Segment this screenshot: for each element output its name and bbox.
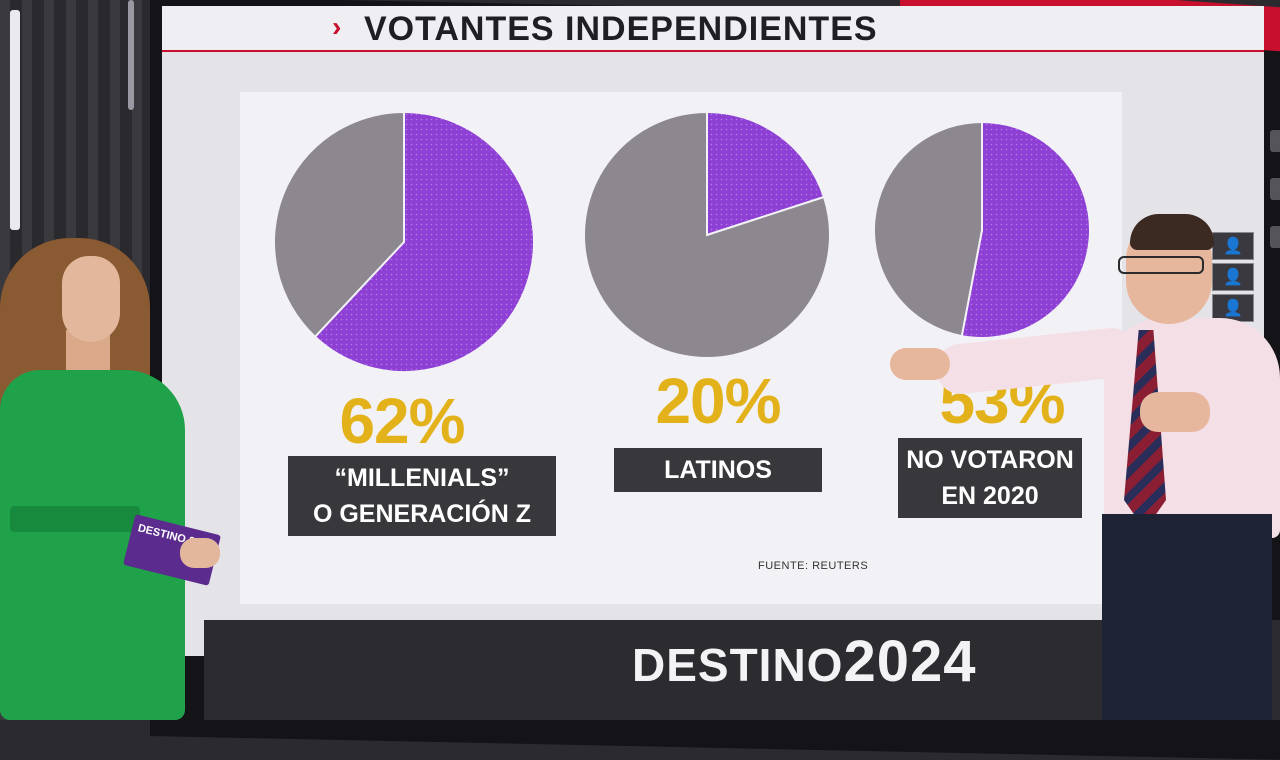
chart-area: 62% 20% 53% “MILLENIALS” O GENERACIÓN Z …	[240, 92, 1122, 604]
studio-light	[10, 10, 20, 230]
pie-chart-latinos	[584, 112, 830, 358]
pie-slice-remainder	[874, 122, 983, 338]
presenter-hand	[180, 538, 220, 568]
person-icon: 👤	[1212, 263, 1254, 291]
presenter-face	[62, 256, 120, 342]
pie-slice-highlight	[960, 122, 1090, 338]
category-label-line: LATINOS	[664, 456, 772, 484]
studio-light	[128, 0, 134, 110]
glasses	[1118, 256, 1204, 274]
suit-belt	[10, 506, 140, 532]
pie-slice-highlight	[706, 112, 826, 237]
pie-slice-highlight	[313, 112, 534, 372]
category-label-line: NO VOTARON	[906, 446, 1074, 474]
pie-slice-remainder	[274, 112, 405, 339]
header-bar: › VOTANTES INDEPENDIENTES	[162, 6, 1264, 52]
side-icon-column: 👤 👤 👤	[1212, 232, 1258, 322]
category-label: “MILLENIALS” O GENERACIÓN Z	[288, 456, 556, 536]
percent-label: 62%	[339, 385, 465, 457]
person-icon: 👤	[1212, 232, 1254, 260]
pie-svg	[584, 112, 830, 358]
pie-chart-no-votaron	[874, 122, 1090, 338]
presenter-hair	[1130, 214, 1214, 250]
brand-logo: DESTINO2024	[632, 628, 977, 695]
chevron-right-icon: ›	[332, 11, 342, 42]
edge-tab	[1270, 226, 1280, 248]
pie-svg	[274, 112, 534, 372]
pie-slice-remainder	[584, 112, 830, 358]
edge-tab	[1270, 178, 1280, 200]
source-note: FUENTE: REUTERS	[758, 560, 869, 572]
person-icon: 👤	[1212, 294, 1254, 322]
trousers	[1102, 514, 1272, 720]
category-label-line: O GENERACIÓN Z	[312, 500, 532, 528]
bottom-band	[204, 620, 1280, 720]
category-label-line: EN 2020	[941, 482, 1039, 510]
pie-svg	[874, 122, 1090, 338]
category-label: LATINOS	[614, 448, 822, 492]
page-title: VOTANTES INDEPENDIENTES	[364, 10, 878, 48]
pointing-hand	[890, 348, 950, 380]
category-label: NO VOTARON EN 2020	[898, 438, 1082, 518]
presenter-hand	[1140, 392, 1210, 432]
edge-tab	[1270, 130, 1280, 152]
category-label-line: “MILLENIALS”	[334, 464, 510, 492]
pie-chart-millenials	[274, 112, 534, 372]
brand-year: 2024	[843, 629, 977, 694]
brand-word: DESTINO	[632, 639, 844, 691]
percent-label: 20%	[655, 365, 781, 437]
screen-edge-tabs	[1270, 130, 1280, 270]
